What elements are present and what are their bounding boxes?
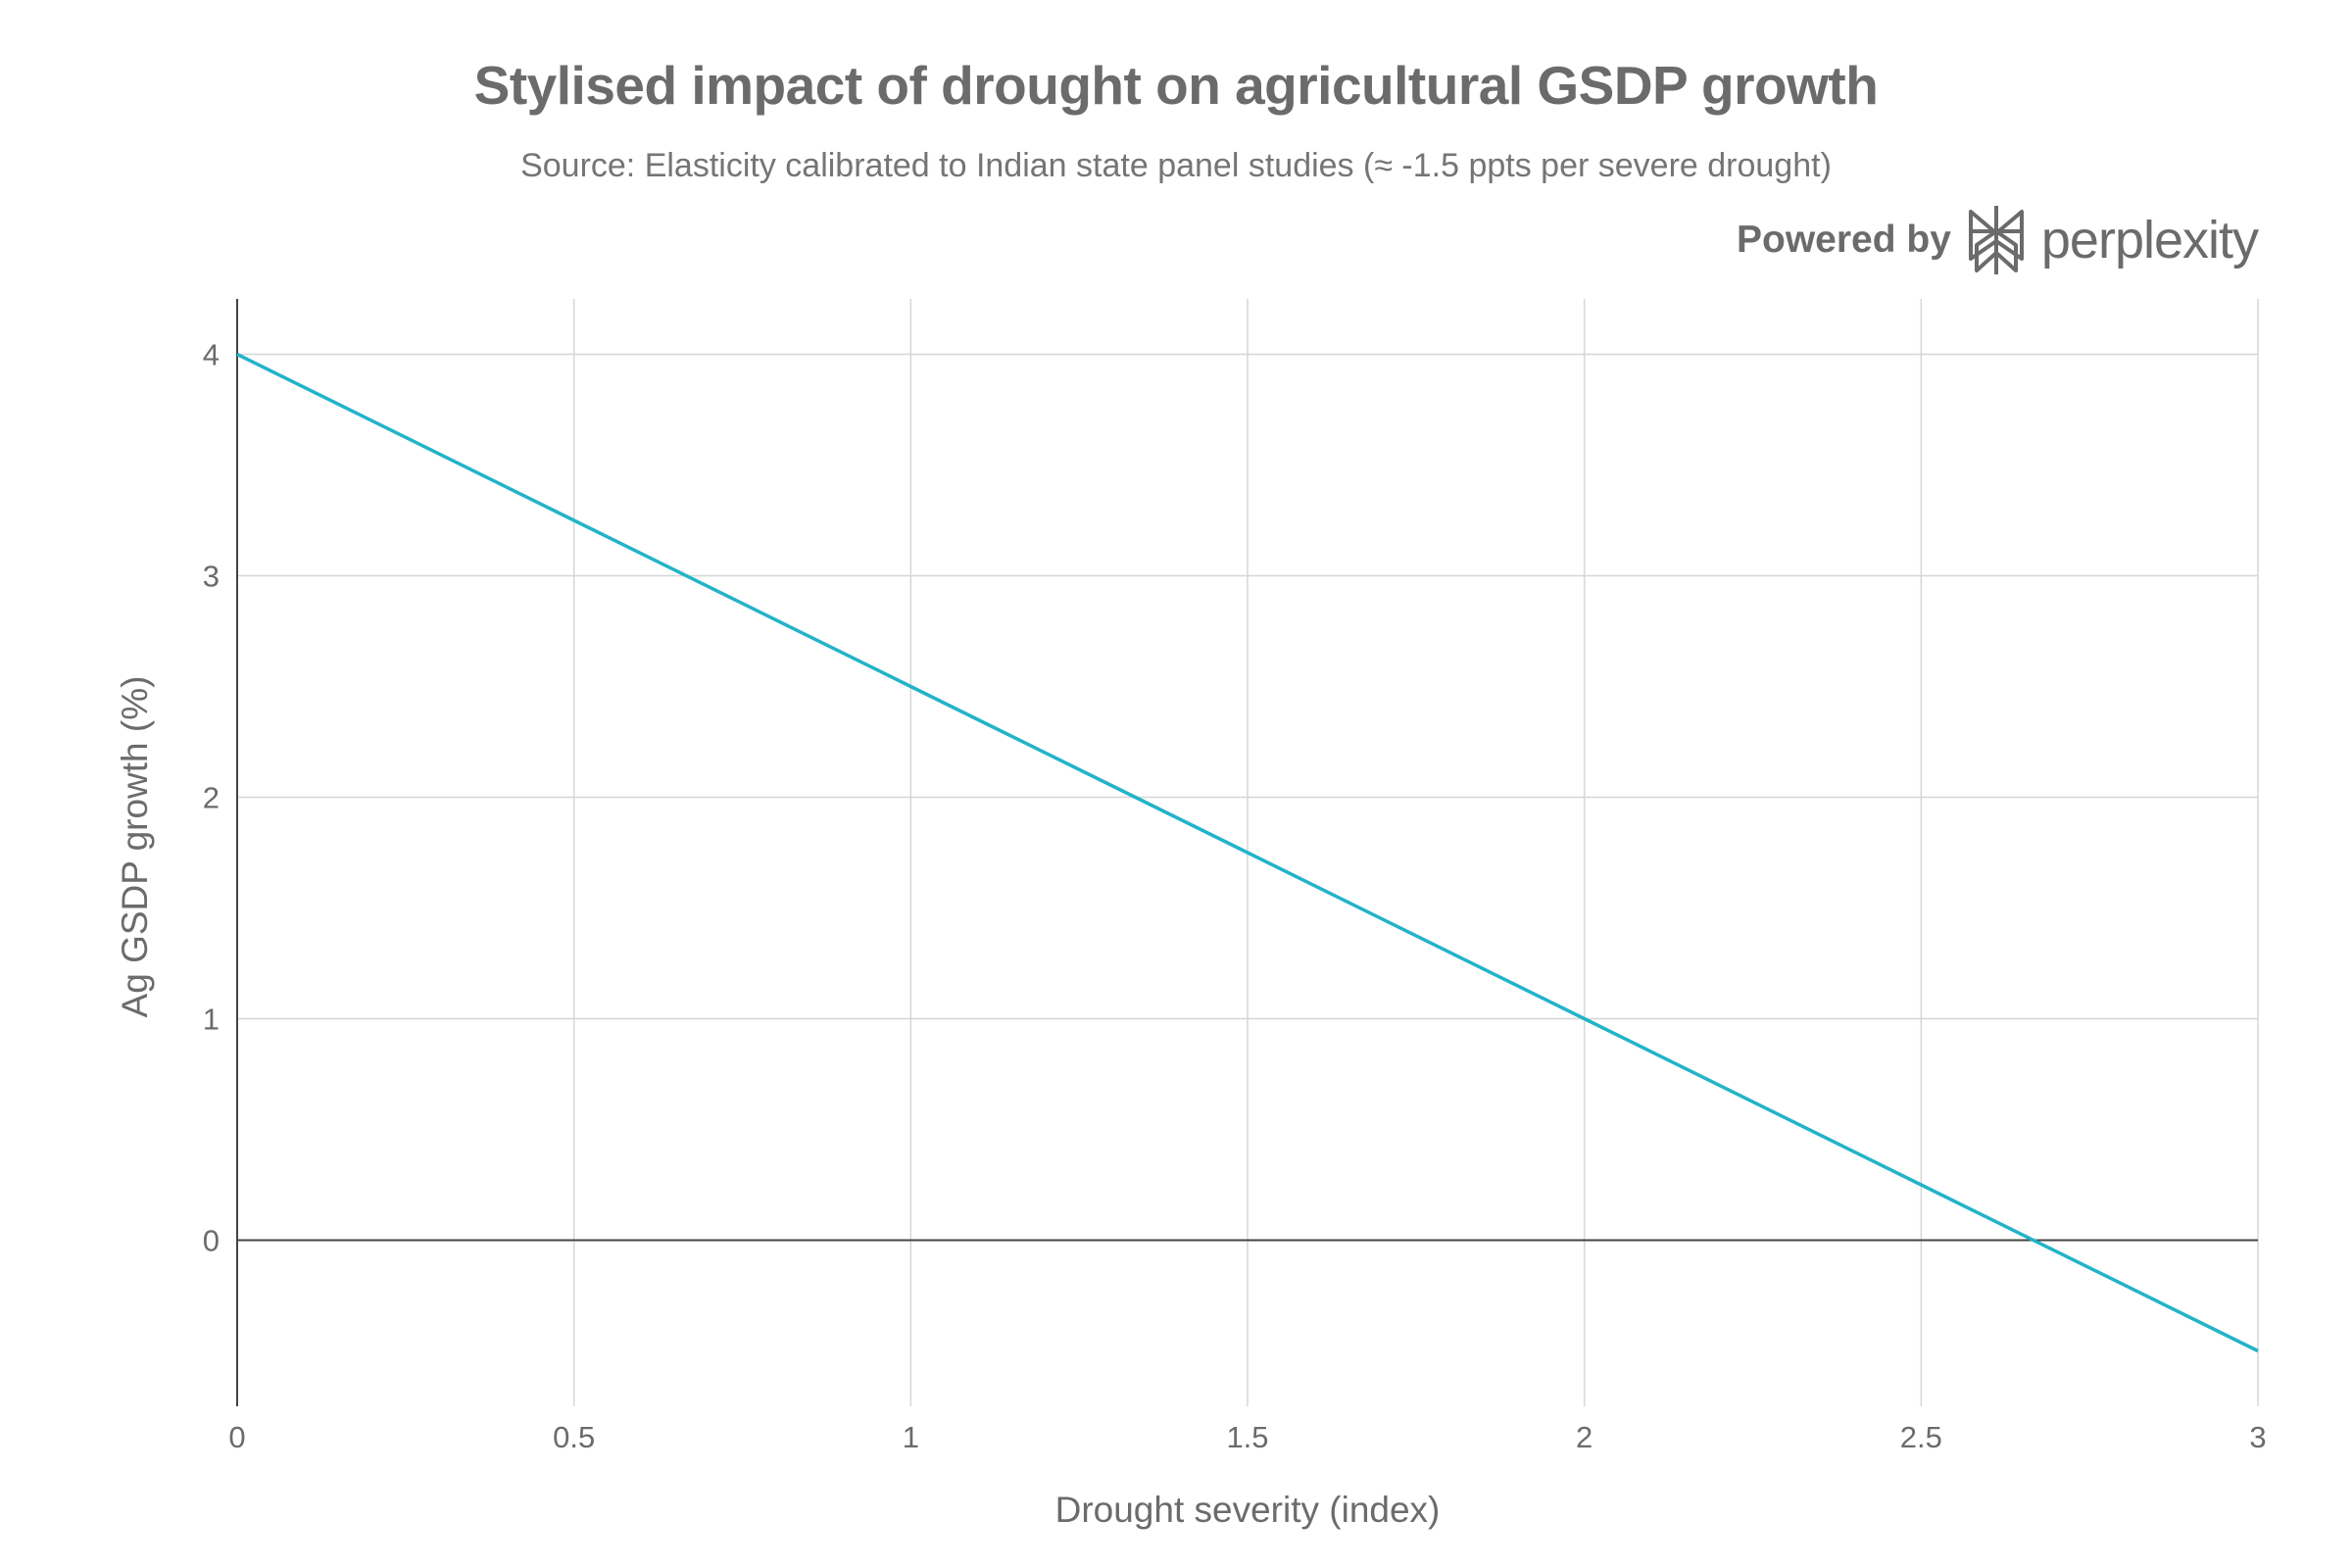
- y-tick-label: 3: [203, 560, 220, 594]
- x-tick-label: 1.5: [1226, 1420, 1268, 1454]
- grid-lines: [237, 299, 2259, 1406]
- y-tick-label: 1: [203, 1003, 220, 1037]
- tick-labels: 0 0.5 1 1.5 2 2.5 3 0 1 2 3 4: [203, 338, 2267, 1455]
- x-tick-label: 2: [1576, 1420, 1592, 1454]
- chart-subtitle: Source: Elasticity calibrated to Indian …: [520, 147, 1832, 184]
- y-tick-label: 0: [203, 1224, 220, 1258]
- powered-by-brand[interactable]: Powered by perplexity: [1736, 201, 2259, 279]
- perplexity-wordmark: perplexity: [2040, 211, 2259, 270]
- chart-title: Stylised impact of drought on agricultur…: [473, 55, 1879, 116]
- x-tick-label: 0: [228, 1420, 245, 1454]
- x-tick-label: 3: [2249, 1420, 2266, 1454]
- x-tick-label: 2.5: [1900, 1420, 1942, 1454]
- series-layer: [236, 352, 2259, 1353]
- y-tick-label: 2: [203, 781, 220, 815]
- x-tick-label: 0.5: [553, 1420, 595, 1454]
- powered-by-label: Powered by: [1736, 219, 1951, 261]
- y-axis-title: Ag GSDP growth (%): [115, 676, 155, 1018]
- y-tick-label: 4: [203, 338, 220, 372]
- x-tick-label: 1: [903, 1420, 919, 1454]
- axes: [236, 299, 2258, 1406]
- perplexity-logo-icon: [1968, 206, 2024, 274]
- x-axis-title: Drought severity (index): [1055, 1490, 1441, 1530]
- series-line: [236, 352, 2259, 1353]
